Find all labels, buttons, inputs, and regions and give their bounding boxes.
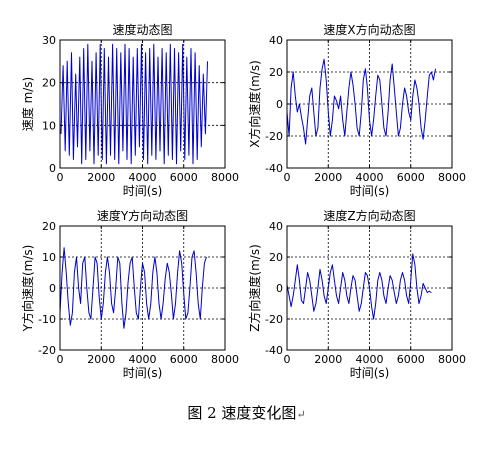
y-tick-label: 20 [42, 220, 56, 233]
x-tick-label: 4000 [356, 171, 384, 184]
x-tick-label: 4000 [356, 353, 384, 366]
y-tick-label: 40 [269, 220, 283, 233]
x-tick-label: 2000 [87, 171, 115, 184]
x-tick-label: 6000 [170, 353, 198, 366]
data-series-line [60, 43, 208, 165]
x-axis-label: 时间(s) [350, 366, 390, 380]
y-tick-label: 0 [276, 98, 283, 111]
x-axis-label: 时间(s) [123, 366, 163, 380]
x-tick-label: 6000 [397, 353, 425, 366]
y-tick-label: 20 [42, 77, 56, 90]
x-tick-label: 6000 [170, 171, 198, 184]
x-axis-label: 时间(s) [123, 184, 163, 198]
x-tick-label: 4000 [129, 171, 157, 184]
y-axis-label: X方向速度(m/s) [247, 60, 262, 148]
chart-title: 速度Y方向动态图 [97, 208, 188, 223]
y-tick-label: 40 [269, 34, 283, 47]
x-tick-label: 2000 [87, 353, 115, 366]
figure-caption-text: 图 2 速度变化图 [187, 404, 297, 422]
y-tick-label: -20 [265, 130, 283, 143]
paragraph-mark-icon: ↵ [296, 408, 306, 421]
y-tick-label: -40 [265, 344, 283, 357]
y-tick-label: -40 [265, 162, 283, 175]
x-axis-label: 时间(s) [350, 184, 390, 198]
x-tick-label: 0 [57, 171, 64, 184]
figure-caption: 图 2 速度变化图↵ [0, 402, 493, 423]
y-tick-label: -20 [38, 344, 56, 357]
x-tick-label: 6000 [397, 171, 425, 184]
y-tick-label: 20 [269, 251, 283, 264]
chart-panel-4: 0 2000 4000 6000 8000 -40 -20 0 20 40 速度Z方向动态图时间(s… [247, 208, 466, 380]
y-tick-label: 0 [49, 162, 56, 175]
x-tick-label: 4000 [129, 353, 157, 366]
x-tick-label: 8000 [211, 171, 239, 184]
y-tick-label: 10 [42, 251, 56, 264]
chart-panel-3: 0 2000 4000 6000 8000 -20 -10 0 10 20 速度Y方向动态图时间(s… [20, 208, 239, 380]
y-tick-label: -10 [38, 313, 56, 326]
x-tick-label: 0 [57, 353, 64, 366]
chart-title: 速度Z方向动态图 [323, 208, 415, 223]
y-axis-label: Z方向速度(m/s) [247, 244, 262, 332]
chart-title: 速度动态图 [112, 22, 172, 37]
y-tick-label: 10 [42, 119, 56, 132]
y-axis-label: Y方向速度(m/s) [20, 245, 35, 333]
chart-panel-2: 0 2000 4000 6000 8000 -40 -20 0 20 40 速度X方向动态图时间(s… [247, 22, 466, 198]
y-tick-label: 30 [42, 34, 56, 47]
y-axis-label: 速度 m/s) [20, 77, 35, 131]
x-tick-label: 0 [284, 171, 291, 184]
x-tick-label: 0 [284, 353, 291, 366]
y-tick-label: 0 [49, 282, 56, 295]
x-tick-label: 8000 [438, 171, 466, 184]
y-tick-label: -20 [265, 313, 283, 326]
data-series-line [59, 247, 207, 329]
y-tick-label: 20 [269, 66, 283, 79]
chart-title: 速度X方向动态图 [323, 22, 415, 37]
x-tick-label: 8000 [211, 353, 239, 366]
x-tick-label: 2000 [314, 171, 342, 184]
data-series-line [286, 58, 436, 145]
data-series-line [286, 253, 432, 320]
y-tick-label: 0 [276, 282, 283, 295]
x-tick-label: 2000 [314, 353, 342, 366]
x-tick-label: 8000 [438, 353, 466, 366]
